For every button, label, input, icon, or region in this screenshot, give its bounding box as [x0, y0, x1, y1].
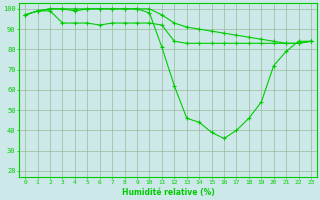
X-axis label: Humidité relative (%): Humidité relative (%)	[122, 188, 214, 197]
